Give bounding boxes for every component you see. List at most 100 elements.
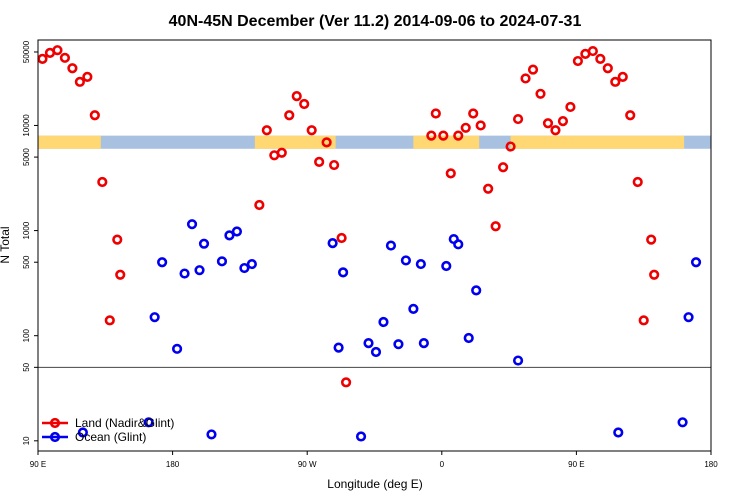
land-point [104, 315, 115, 326]
land-band-segment [510, 135, 685, 149]
land-point [340, 377, 352, 388]
y-tick-label: 50 [22, 362, 31, 371]
land-point [112, 234, 123, 245]
ocean-point [157, 257, 168, 268]
ocean-point [370, 346, 382, 358]
land-point [638, 315, 649, 326]
land-point [445, 168, 456, 179]
land-point [602, 63, 613, 74]
ocean-point [216, 256, 228, 267]
data-points [37, 45, 702, 442]
land-ocean-band [38, 135, 711, 149]
land-point [82, 71, 93, 82]
land-band-segment [254, 135, 336, 149]
land-point [572, 55, 583, 67]
land-point [468, 108, 479, 119]
ocean-point [418, 338, 429, 349]
land-point [329, 159, 340, 171]
ocean-point [194, 265, 205, 276]
land-point [460, 122, 471, 133]
x-tick-label: 0 [440, 460, 445, 469]
land-point [276, 147, 287, 158]
land-point [261, 125, 272, 136]
land-point [438, 130, 449, 141]
ocean-point [400, 255, 412, 266]
land-point [254, 199, 265, 211]
ocean-point [677, 417, 688, 428]
ocean-point [355, 431, 367, 442]
land-point [299, 98, 310, 110]
x-tick-label: 90 W [298, 460, 317, 469]
legend-marker [49, 431, 61, 443]
y-tick-label: 500 [22, 255, 31, 269]
land-point [52, 45, 63, 56]
ocean-point [393, 339, 404, 350]
ocean-point [171, 343, 183, 354]
chart-title: 40N-45N December (Ver 11.2) 2014-09-06 t… [169, 13, 582, 30]
ocean-point [690, 257, 702, 268]
land-point [498, 162, 509, 173]
land-point [97, 176, 108, 188]
land-point [617, 71, 628, 82]
ocean-point [143, 417, 154, 428]
ocean-point [246, 258, 257, 270]
land-point [565, 101, 576, 113]
ocean-point [198, 238, 210, 249]
land-point [649, 269, 660, 280]
land-point [430, 108, 441, 119]
ocean-point [453, 239, 464, 250]
land-point [321, 137, 332, 148]
land-point [490, 221, 501, 232]
ocean-point [337, 267, 349, 278]
y-tick-label: 100 [22, 328, 31, 342]
land-point [610, 76, 621, 87]
land-point [336, 232, 347, 244]
land-point [625, 110, 636, 121]
x-axis-label: Longitude (deg E) [327, 477, 422, 491]
land-point [306, 125, 317, 136]
land-point [115, 269, 126, 280]
land-point [587, 45, 598, 57]
ocean-point [231, 226, 243, 237]
land-point [520, 73, 531, 84]
plot-frame [37, 39, 712, 452]
ocean-point [441, 260, 452, 272]
ocean-point [378, 316, 389, 328]
land-point [426, 130, 437, 141]
land-band-segment [38, 135, 101, 149]
y-tick-label: 50000 [22, 40, 31, 63]
land-point [483, 183, 494, 194]
y-tick-label: 10 [22, 436, 31, 445]
ocean-point [77, 427, 88, 438]
x-tick-label: 180 [166, 460, 180, 469]
land-point [314, 156, 325, 168]
land-point [37, 53, 48, 64]
ocean-point [149, 312, 160, 323]
land-point [542, 118, 554, 129]
ocean-point [613, 427, 624, 438]
ocean-point [186, 219, 198, 230]
ocean-point [408, 303, 419, 314]
y-tick-label: 1000 [22, 221, 31, 239]
land-point [59, 52, 71, 63]
ocean-point [463, 332, 474, 344]
land-point [89, 110, 100, 121]
ocean-point [239, 262, 250, 274]
ocean-point [471, 285, 482, 296]
ocean-series [77, 219, 702, 442]
land-point [74, 76, 85, 87]
legend-marker [49, 417, 61, 429]
land-point [284, 110, 295, 121]
land-point [535, 88, 546, 99]
land-point [512, 113, 524, 125]
land-point [67, 63, 78, 74]
ocean-point [179, 268, 190, 279]
land-point [475, 120, 486, 131]
ocean-point [327, 238, 338, 249]
ocean-point [363, 338, 374, 349]
land-point [632, 176, 643, 188]
land-point [453, 130, 464, 141]
land-series [37, 45, 660, 388]
y-tick-label: 10000 [22, 114, 31, 137]
ocean-point [415, 258, 426, 270]
